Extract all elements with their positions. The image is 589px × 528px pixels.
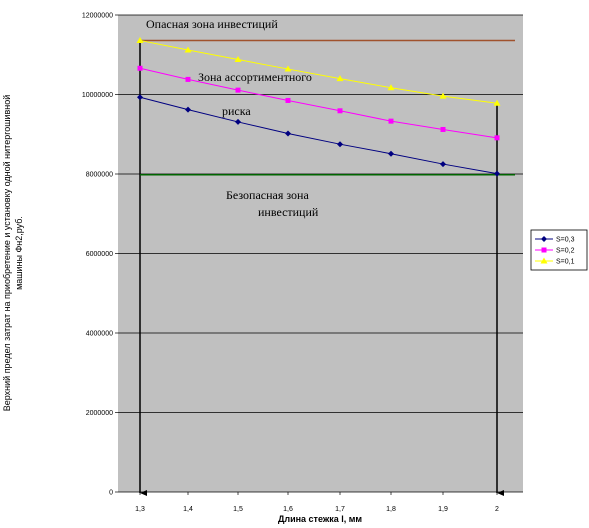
legend-label-1: S=0,2 [556, 248, 575, 255]
series-1-point-2 [236, 88, 241, 93]
x-tick-labels: 1,3 1,4 1,5 1,6 1,7 1,8 1,9 2 [135, 492, 499, 513]
series-1-point-3 [286, 98, 291, 103]
legend: S=0,3 S=0,2 S=0,1 [531, 230, 587, 270]
y-tick-label-1: 2000000 [86, 410, 113, 417]
x-tick-label-6: 1,9 [438, 506, 448, 513]
series-1-point-0 [138, 66, 143, 71]
safe-zone-label-1: Безопасная зона [226, 188, 309, 202]
danger-zone-label: Опасная зона инвестиций [146, 17, 278, 31]
y-tick-label-2: 4000000 [86, 331, 113, 338]
series-1-point-6 [441, 127, 446, 132]
y-tick-label-4: 8000000 [86, 172, 113, 179]
x-axis-title: Длина стежка l, мм [278, 514, 362, 524]
x-tick-label-3: 1,6 [283, 506, 293, 513]
y-tick-labels: 0 2000000 4000000 6000000 8000000 10000000 120… [82, 13, 113, 497]
series-1-point-5 [389, 119, 394, 124]
y-axis-title-line-2: машины Фн2,руб. [14, 216, 24, 290]
x-tick-label-2: 1,5 [233, 506, 243, 513]
y-axis-title-line-1: Верхний предел затрат на приобретение и … [2, 95, 12, 412]
legend-label-0: S=0,3 [556, 237, 575, 244]
assortment-zone-label-1: Зона ассортиментного [198, 70, 312, 84]
y-tick-label-5: 10000000 [82, 92, 113, 99]
series-1-point-7 [495, 135, 500, 140]
legend-marker-1 [542, 248, 547, 253]
legend-label-2: S=0,1 [556, 259, 575, 266]
assortment-zone-label-2: риска [222, 104, 251, 118]
safe-zone-label-2: инвестиций [258, 205, 319, 219]
y-tick-label-3: 6000000 [86, 251, 113, 258]
y-tick-label-0: 0 [109, 490, 113, 497]
x-tick-label-7: 2 [495, 506, 499, 513]
x-tick-label-4: 1,7 [335, 506, 345, 513]
series-1-point-4 [338, 108, 343, 113]
y-tick-label-6: 12000000 [82, 13, 113, 20]
series-1-point-1 [186, 77, 191, 82]
x-tick-label-0: 1,3 [135, 506, 145, 513]
x-tick-label-5: 1,8 [386, 506, 396, 513]
x-tick-label-1: 1,4 [183, 506, 193, 513]
